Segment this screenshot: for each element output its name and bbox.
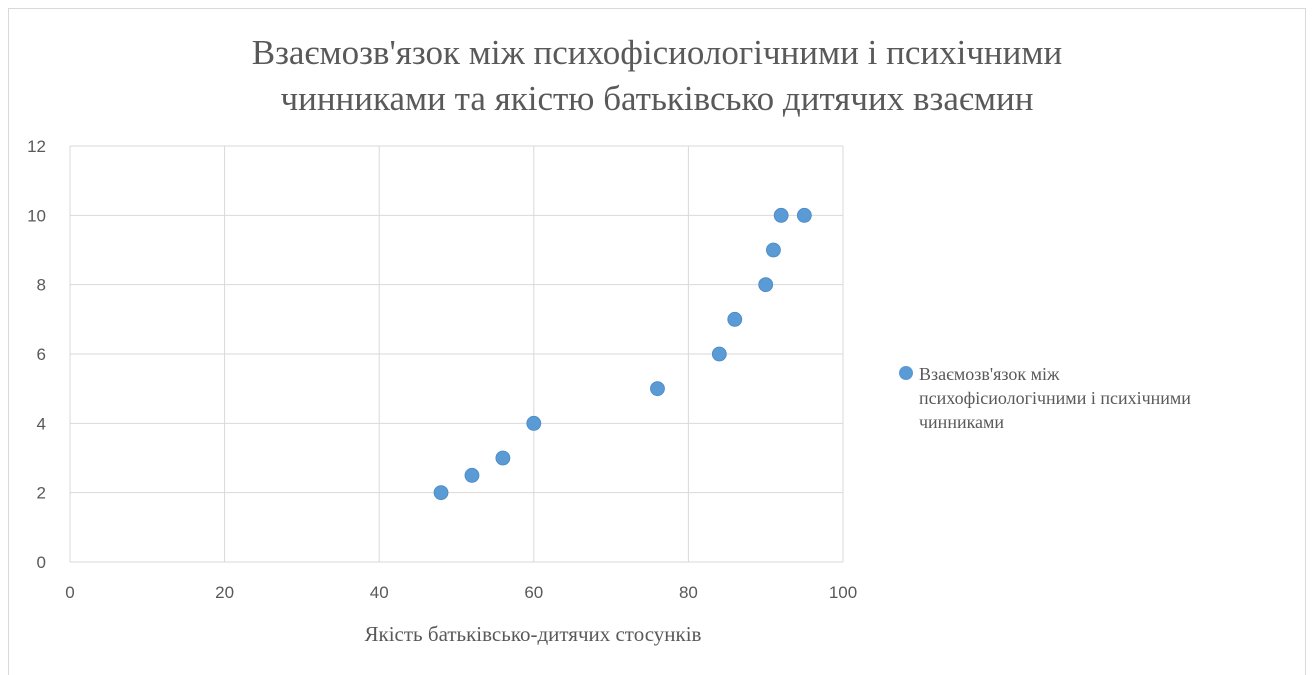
legend: Взаємозв'язок між психофісиологічними і …: [899, 362, 1299, 434]
y-tick-label: 4: [37, 414, 46, 433]
grid-layer: [69, 145, 844, 563]
y-tick-label: 10: [27, 206, 46, 225]
data-point: [711, 346, 727, 362]
x-tick-label: 100: [829, 583, 857, 602]
x-axis-title: Якість батьківсько-дитячих стосунків: [365, 622, 702, 646]
data-point: [727, 311, 743, 327]
y-tick-label: 2: [37, 484, 46, 503]
y-tick-label: 0: [37, 553, 46, 572]
data-point: [464, 467, 480, 483]
legend-label-line-1: Взаємозв'язок між: [919, 364, 1060, 384]
data-point: [773, 207, 789, 223]
data-point: [495, 450, 511, 466]
x-tick-label: 0: [65, 583, 74, 602]
y-tick-label: 12: [27, 137, 46, 156]
chart-title-line-2: чинниками та якістю батьківсько дитячих …: [280, 79, 1034, 118]
legend-marker: [899, 366, 913, 380]
data-point: [796, 207, 812, 223]
y-tick-label: 6: [37, 345, 46, 364]
data-point: [526, 415, 542, 431]
points-layer: [433, 207, 812, 501]
data-point: [758, 277, 774, 293]
data-point: [766, 242, 781, 258]
x-tick-label: 40: [370, 583, 389, 602]
x-tick-label: 80: [679, 583, 698, 602]
data-point: [650, 381, 665, 397]
x-tick-label: 60: [524, 583, 543, 602]
chart-title-line-1: Взаємозв'язок між психофісиологічними і …: [251, 33, 1063, 72]
legend-label-line-3: чинниками: [919, 412, 1005, 432]
ticks-layer: 0 20 40 60 80 100 0 2 4 6 8 10 12: [27, 137, 857, 602]
legend-label: Взаємозв'язок між психофісиологічними і …: [919, 362, 1299, 434]
y-tick-label: 8: [37, 276, 46, 295]
legend-label-line-2: психофісиологічними і психічними: [919, 388, 1191, 408]
x-tick-label: 20: [215, 583, 234, 602]
data-point: [433, 485, 449, 501]
chart-title: Взаємозв'язок між психофісиологічними і …: [0, 30, 1314, 122]
